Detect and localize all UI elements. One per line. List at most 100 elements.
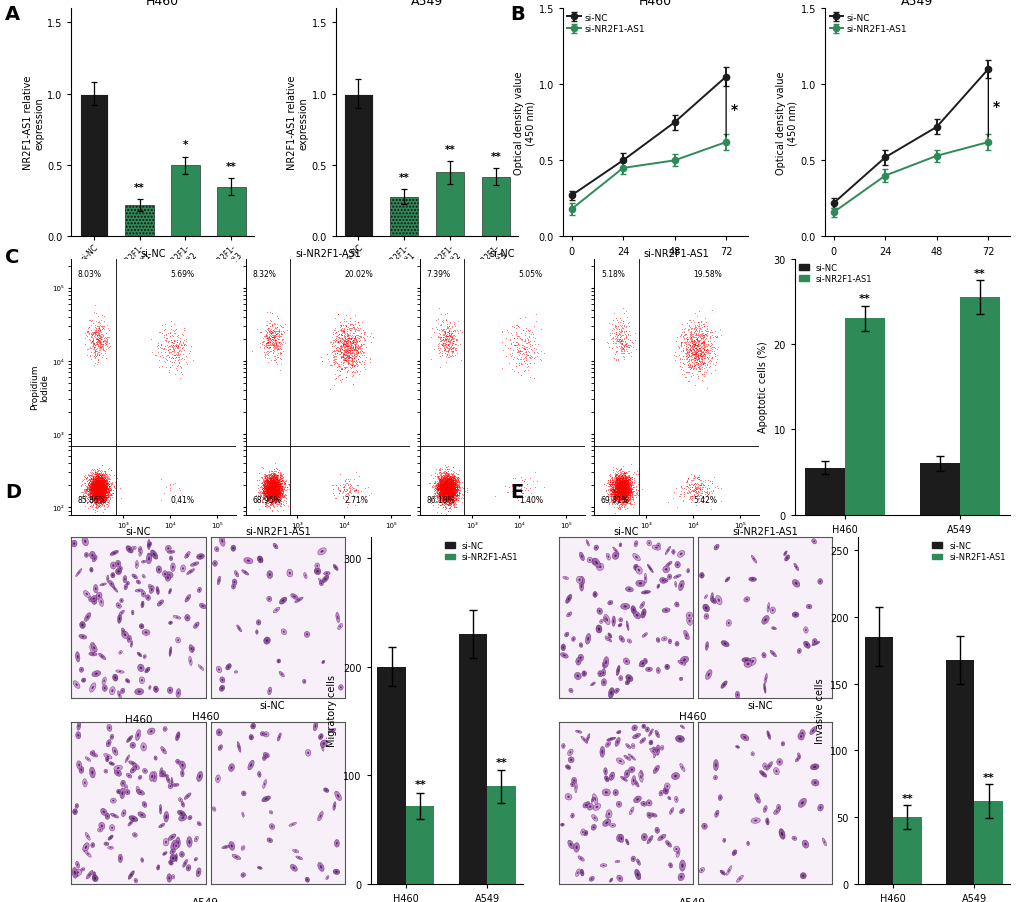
Point [433,480,449,494]
Point [96,482,112,496]
Ellipse shape [641,772,642,775]
Ellipse shape [128,548,130,551]
Point [261,341,277,355]
Point [429,482,445,496]
Point [171,335,187,349]
Point [335,326,352,340]
Point [442,492,459,507]
Point [333,343,350,357]
Point [517,328,533,343]
Ellipse shape [262,756,266,760]
Point [90,486,106,501]
Point [607,492,624,507]
Point [436,490,452,504]
Point [698,485,714,500]
Point [621,489,637,503]
Point [336,361,353,375]
Point [447,484,464,499]
Point [90,474,106,488]
Ellipse shape [623,658,629,665]
Ellipse shape [332,802,335,811]
Ellipse shape [579,581,583,592]
Point [439,485,455,500]
Point [620,481,636,495]
Point [93,482,109,496]
Point [260,491,276,505]
Point [602,333,619,347]
Point [260,479,276,493]
Point [91,484,107,499]
Point [696,348,712,363]
Point [347,357,364,372]
Point [609,479,626,493]
Point [605,485,622,500]
Point [438,494,454,509]
Point [91,496,107,511]
Point [160,335,176,349]
Point [325,345,341,359]
Point [328,357,344,372]
Point [432,485,448,500]
Point [261,489,277,503]
Point [265,479,281,493]
Point [87,476,103,491]
Point [262,488,278,502]
Point [270,486,286,501]
Point [610,473,627,487]
Ellipse shape [626,841,628,843]
Point [608,477,625,492]
Point [78,474,95,488]
Ellipse shape [592,826,594,828]
Point [438,473,454,487]
Point [431,482,447,496]
Point [98,481,114,495]
Point [88,485,104,500]
Ellipse shape [813,643,816,645]
Point [443,476,460,491]
Point [433,483,449,497]
Point [92,336,108,350]
Point [446,324,463,338]
Point [432,488,448,502]
Point [83,480,99,494]
Point [99,491,115,505]
Point [700,360,716,374]
Point [606,481,623,495]
Point [448,487,465,502]
Point [100,490,116,504]
Point [438,488,454,502]
Point [259,481,275,495]
Point [334,347,351,362]
Point [156,318,172,332]
Ellipse shape [605,778,607,780]
Point [440,488,457,502]
Point [340,331,357,345]
Point [93,479,109,493]
Point [270,489,286,503]
Point [99,479,115,493]
Point [265,478,281,492]
Point [440,482,457,496]
Point [434,483,450,497]
Point [332,339,348,354]
Point [85,483,101,497]
Point [100,471,116,485]
Point [93,340,109,354]
Point [444,483,461,497]
Point [612,483,629,498]
Point [259,487,275,502]
Point [614,460,631,474]
Point [429,482,445,496]
Point [266,491,282,505]
Point [620,483,636,497]
Point [609,478,626,492]
Ellipse shape [78,764,79,767]
Point [613,483,630,497]
Point [87,483,103,497]
Point [608,491,625,505]
Point [623,477,639,492]
Point [613,488,630,502]
Point [608,486,625,501]
Point [689,351,705,365]
Point [437,474,453,488]
